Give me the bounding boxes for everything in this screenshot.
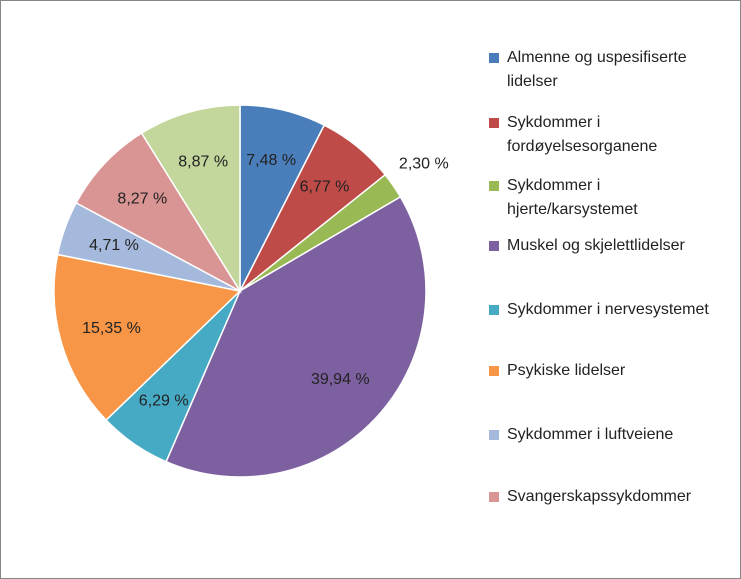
legend-label: Sykdommer i hjerte/karsystemet	[507, 177, 638, 218]
data-label: 2,30 %	[399, 156, 449, 173]
legend-swatch	[489, 181, 499, 191]
legend-entry: Sykdommer i fordøyelsesorganene	[489, 111, 729, 159]
legend-label: Sykdommer i luftveiene	[507, 426, 674, 443]
legend-swatch	[489, 118, 499, 128]
legend-label: Svangerskapssykdommer	[507, 488, 692, 505]
legend-entry: Muskel og skjelettlidelser	[489, 234, 729, 258]
legend-swatch	[489, 430, 499, 440]
data-label: 7,48 %	[246, 152, 296, 169]
legend-entry: Svangerskapssykdommer	[489, 485, 729, 509]
pie-slice	[140, 104, 241, 294]
data-label: 39,94 %	[311, 371, 370, 388]
legend-swatch	[489, 492, 499, 502]
pie-slice	[53, 253, 242, 422]
data-label: 15,35 %	[82, 320, 141, 337]
data-label: 6,77 %	[300, 178, 350, 195]
data-label: 6,29 %	[139, 392, 189, 409]
legend-label: Psykiske lidelser	[507, 362, 626, 379]
data-label: 4,71 %	[89, 237, 139, 254]
legend-label: Sykdommer i fordøyelsesorganene	[507, 114, 658, 155]
legend-entry: Sykdommer i luftveiene	[489, 423, 729, 447]
legend-swatch	[489, 53, 499, 63]
pie-slice	[165, 195, 427, 478]
legend-label: Almenne og uspesifiserte lidelser	[507, 49, 687, 90]
data-label: 8,87 %	[178, 153, 228, 170]
legend-swatch	[489, 241, 499, 251]
legend-label: Sykdommer i nervesystemet	[507, 301, 709, 318]
pie-slice	[75, 132, 243, 293]
legend-swatch	[489, 366, 499, 376]
legend-swatch	[489, 305, 499, 315]
legend-entry: Psykiske lidelser	[489, 359, 729, 383]
legend-label: Muskel og skjelettlidelser	[507, 237, 685, 254]
data-label: 8,27 %	[117, 191, 167, 208]
legend-entry: Sykdommer i hjerte/karsystemet	[489, 174, 729, 222]
legend-entry: Almenne og uspesifiserte lidelser	[489, 46, 729, 94]
legend-entry: Sykdommer i nervesystemet	[489, 298, 729, 322]
